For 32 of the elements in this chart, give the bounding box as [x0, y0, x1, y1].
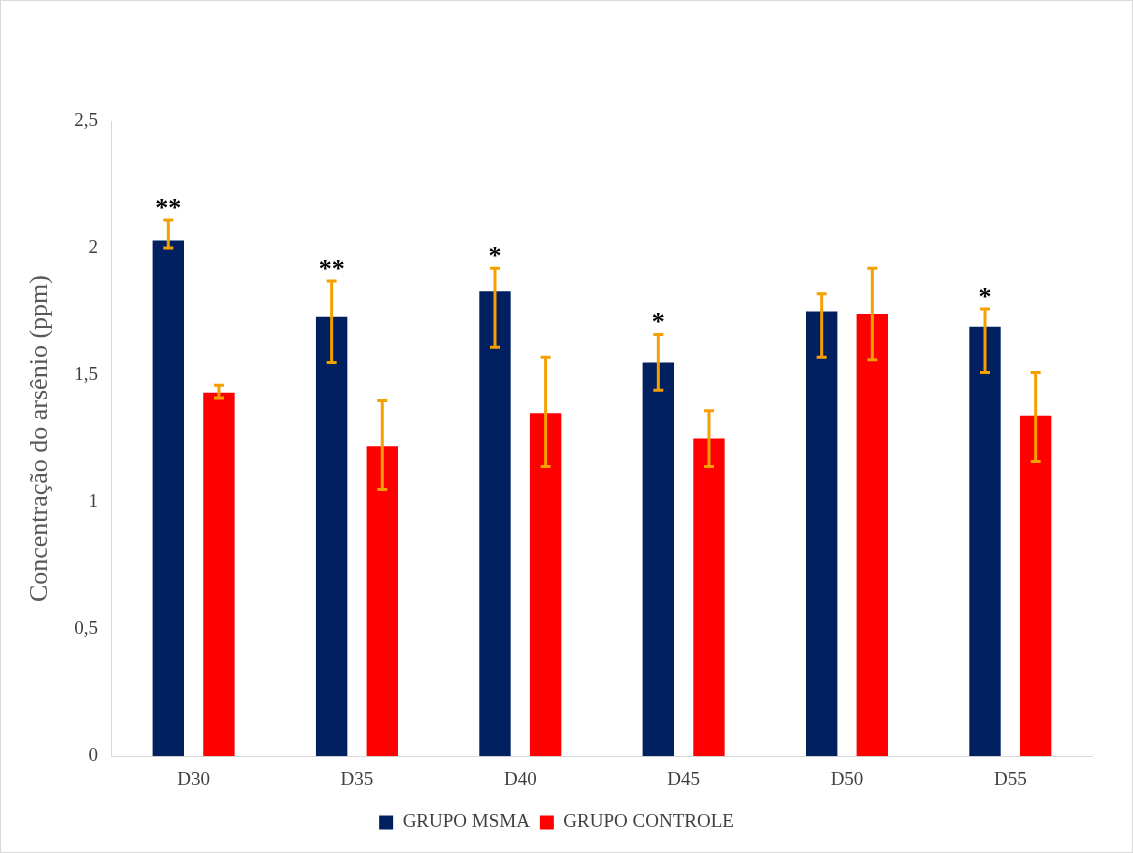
y-tick-label: 2 [88, 236, 98, 258]
y-tick-label: 0,5 [74, 617, 98, 639]
bar [366, 446, 398, 757]
bar [479, 291, 511, 757]
x-tick-label: D45 [667, 767, 701, 789]
bar [203, 392, 235, 757]
annotation: ** [318, 254, 345, 284]
bar [856, 314, 888, 757]
annotation: ** [155, 193, 182, 223]
y-tick-label: 2,5 [74, 108, 98, 130]
annotation: * [488, 241, 502, 271]
legend-label: GRUPO CONTROLE [563, 810, 734, 832]
y-tick-label: 1,5 [74, 363, 98, 385]
x-tick-label: D40 [503, 767, 537, 789]
x-tick-label: D50 [830, 767, 864, 789]
bar [693, 438, 725, 757]
annotation: * [651, 307, 665, 337]
bar [529, 413, 562, 757]
bar [315, 316, 348, 757]
x-tick-label: D35 [340, 767, 374, 789]
y-tick-label: 1 [88, 490, 98, 512]
y-axis-title: Concentração do arsênio (ppm) [24, 275, 54, 603]
bar [805, 311, 838, 757]
x-tick-label: D30 [177, 767, 210, 789]
bar [152, 240, 184, 757]
bar [642, 362, 675, 757]
annotation: * [978, 282, 992, 312]
x-tick-label: D55 [993, 767, 1027, 789]
bar [969, 326, 1001, 757]
legend-label: GRUPO MSMA [402, 810, 531, 832]
y-tick-label: 0 [88, 744, 98, 766]
bar [1019, 415, 1052, 757]
